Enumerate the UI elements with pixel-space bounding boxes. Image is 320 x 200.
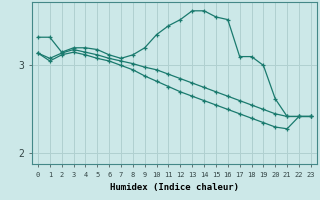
X-axis label: Humidex (Indice chaleur): Humidex (Indice chaleur)	[110, 183, 239, 192]
